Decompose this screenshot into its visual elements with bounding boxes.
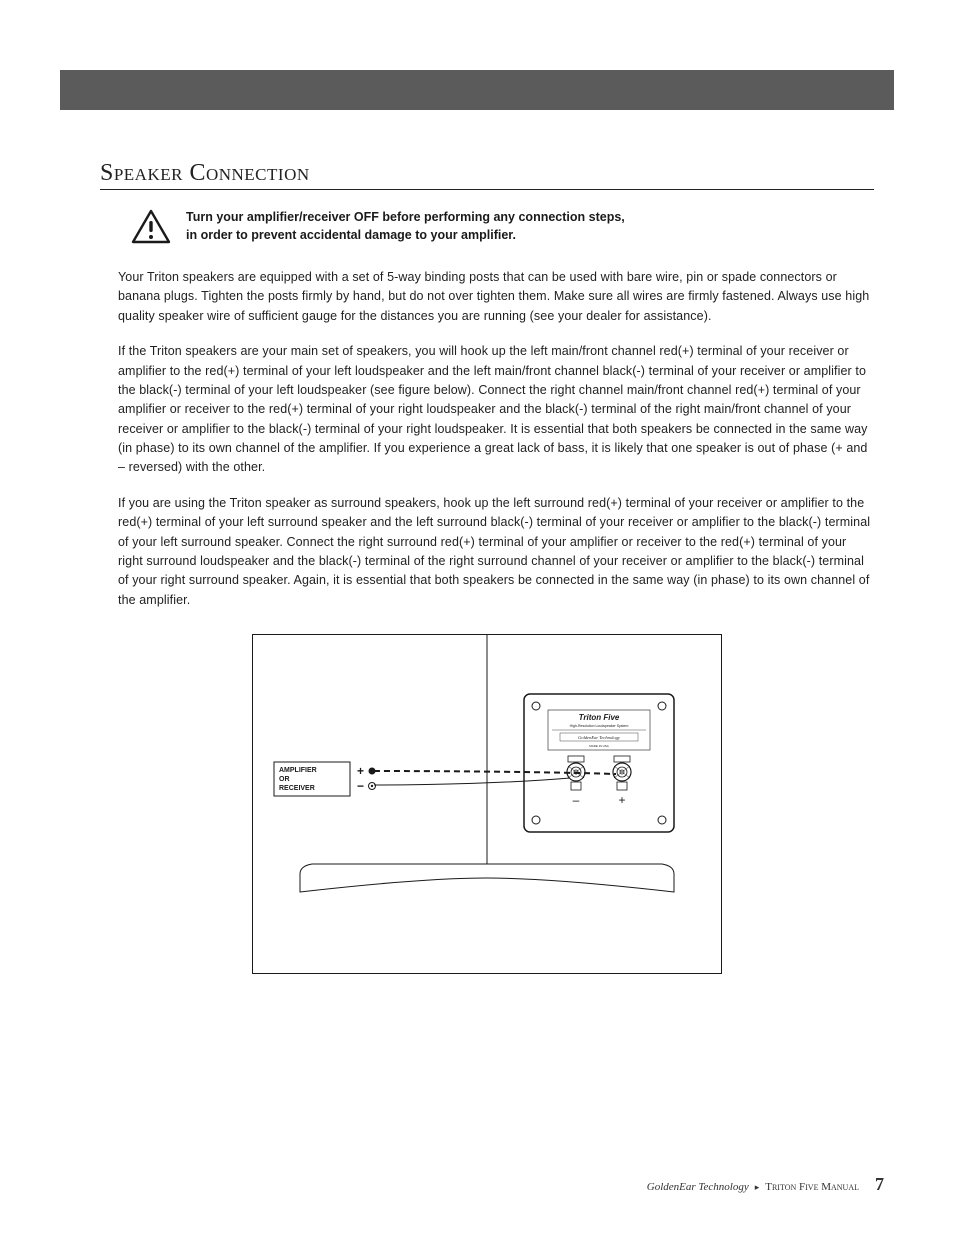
diagram-plate-sub: High-Resolution Loudspeaker System xyxy=(570,724,629,728)
caution-triangle-icon xyxy=(130,208,172,246)
connection-diagram: AMPLIFIER OR RECEIVER + − Triton Five xyxy=(100,634,874,974)
diagram-post-neg-label: – xyxy=(573,793,580,807)
warning-block: Turn your amplifier/receiver OFF before … xyxy=(130,208,874,246)
paragraph-1: Your Triton speakers are equipped with a… xyxy=(118,268,874,326)
diagram-plate-brand: GoldenEar Technology xyxy=(578,735,620,740)
footer-separator-icon: ▸ xyxy=(755,1182,760,1193)
page-footer: GoldenEar Technology ▸ Triton Five Manua… xyxy=(647,1174,884,1195)
footer-brand: GoldenEar Technology xyxy=(647,1181,749,1193)
diagram-plate-made: MADE IN USA xyxy=(589,744,609,748)
paragraph-3: If you are using the Triton speaker as s… xyxy=(118,494,874,610)
diagram-amp-line2: OR xyxy=(279,776,290,783)
diagram-amp-plus: + xyxy=(357,764,364,778)
warning-line1: Turn your amplifier/receiver OFF before … xyxy=(186,210,625,224)
diagram-amp-minus: − xyxy=(357,779,364,793)
footer-page-number: 7 xyxy=(875,1174,884,1195)
footer-manual: Triton Five Manual xyxy=(765,1181,859,1193)
diagram-amp-line3: RECEIVER xyxy=(279,785,315,792)
diagram-amp-line1: AMPLIFIER xyxy=(279,767,317,774)
warning-text: Turn your amplifier/receiver OFF before … xyxy=(186,208,625,244)
diagram-plate-title: Triton Five xyxy=(579,713,620,722)
diagram-post-pos-label: + xyxy=(618,793,625,807)
warning-line2: in order to prevent accidental damage to… xyxy=(186,228,516,242)
header-bar xyxy=(60,70,894,110)
paragraph-2: If the Triton speakers are your main set… xyxy=(118,342,874,478)
section-title: Speaker Connection xyxy=(100,160,874,190)
